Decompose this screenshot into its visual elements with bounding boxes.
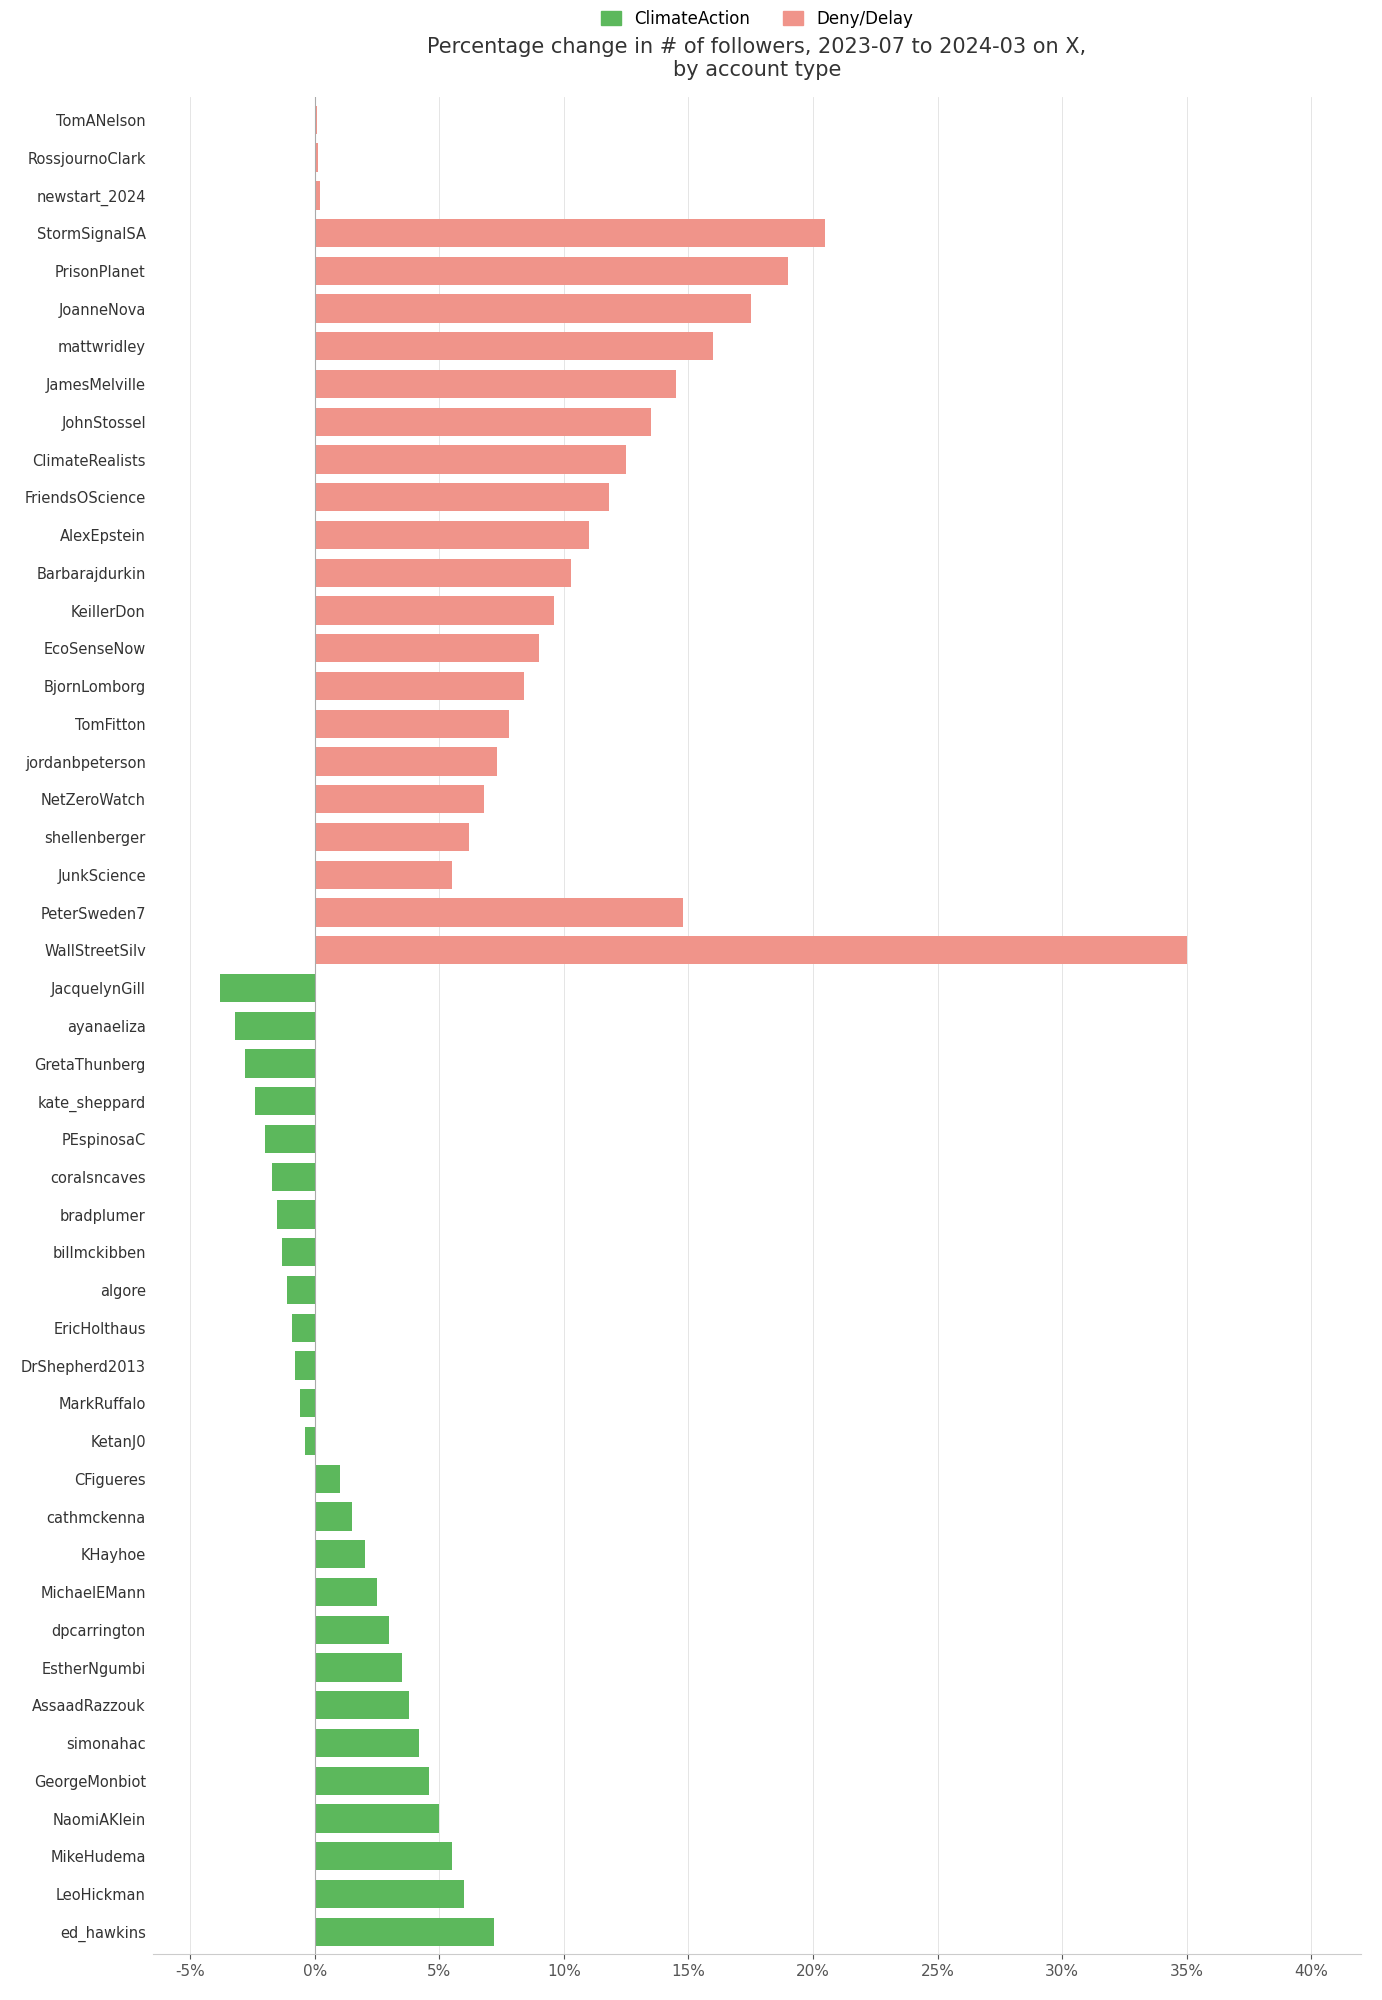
Bar [315, 370, 676, 398]
Bar [315, 1464, 340, 1492]
Bar [293, 1314, 315, 1342]
Bar [315, 1728, 419, 1758]
Bar [287, 1276, 315, 1304]
Bar [315, 1502, 352, 1530]
Bar [315, 672, 524, 700]
Bar [315, 1880, 464, 1908]
Bar [282, 1238, 315, 1266]
Bar [235, 1012, 315, 1040]
Bar [254, 1088, 315, 1116]
Bar [220, 974, 315, 1002]
Bar [315, 1540, 365, 1568]
Bar [315, 446, 626, 474]
Bar [315, 710, 509, 738]
Bar [315, 1804, 439, 1832]
Bar [315, 1692, 409, 1720]
Bar [315, 596, 554, 624]
Bar [315, 218, 825, 248]
Bar [315, 144, 318, 172]
Bar [315, 294, 750, 322]
Bar [315, 1578, 377, 1606]
Bar [315, 1842, 452, 1870]
Bar [315, 748, 496, 776]
Bar [315, 558, 571, 586]
Bar [315, 106, 318, 134]
Bar [315, 1766, 430, 1794]
Bar [315, 860, 452, 888]
Bar [315, 182, 319, 210]
Bar [245, 1050, 315, 1078]
Bar [315, 822, 470, 852]
Bar [294, 1352, 315, 1380]
Bar [315, 332, 713, 360]
Bar [272, 1162, 315, 1190]
Bar [315, 936, 1187, 964]
Bar [315, 484, 608, 512]
Bar [315, 1654, 402, 1682]
Bar [315, 408, 651, 436]
Bar [315, 256, 788, 286]
Legend: ClimateAction, Deny/Delay: ClimateAction, Deny/Delay [594, 4, 920, 34]
Bar [315, 634, 539, 662]
Bar [315, 1616, 390, 1644]
Bar [315, 1918, 495, 1946]
Bar [278, 1200, 315, 1228]
Bar [300, 1390, 315, 1418]
Bar [315, 898, 684, 926]
Bar [305, 1426, 315, 1456]
Title: Percentage change in # of followers, 2023-07 to 2024-03 on X,
by account type: Percentage change in # of followers, 202… [427, 38, 1086, 80]
Bar [315, 520, 589, 550]
Bar [315, 786, 484, 814]
Bar [265, 1124, 315, 1154]
